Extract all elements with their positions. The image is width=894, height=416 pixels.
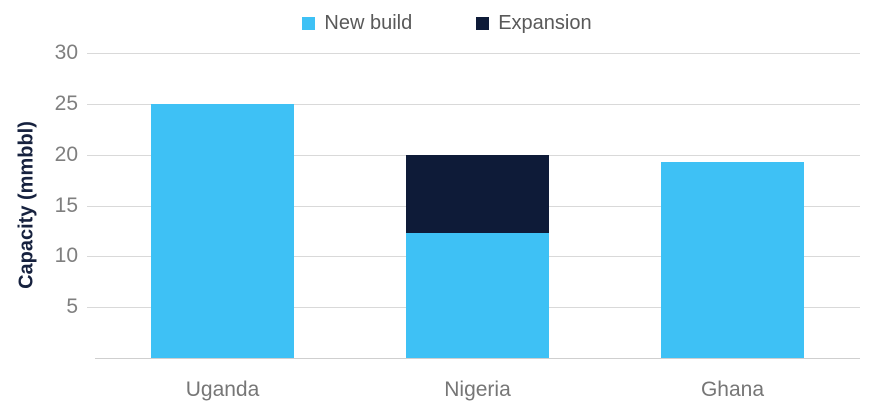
bar-nigeria-new-build (406, 232, 549, 358)
gridline (87, 53, 860, 54)
y-tick-label: 5 (66, 295, 78, 319)
legend-item-expansion: Expansion (476, 12, 592, 34)
bar-nigeria-expansion (406, 154, 549, 233)
y-tick-label: 25 (54, 91, 78, 115)
legend-label-new-build: New build (324, 12, 413, 34)
legend-label-expansion: Expansion (498, 12, 592, 34)
bar-ghana-new-build (661, 161, 804, 358)
chart-legend: New build Expansion (0, 12, 894, 34)
expansion-swatch-icon (476, 16, 490, 30)
plot-area (87, 53, 860, 359)
legend-item-new-build: New build (302, 12, 412, 34)
x-axis-label-nigeria: Nigeria (444, 378, 511, 401)
y-tick-label: 30 (54, 41, 78, 64)
bar-uganda-new-build (151, 103, 294, 358)
x-axis-label-ghana: Ghana (700, 378, 765, 401)
new-build-swatch-icon (302, 16, 316, 30)
gridline (87, 103, 860, 105)
y-tick-label: 15 (54, 193, 78, 217)
y-tick-label: 20 (54, 142, 78, 166)
x-axis-label-uganda: Uganda (185, 378, 260, 401)
y-tick-label: 10 (54, 244, 78, 268)
